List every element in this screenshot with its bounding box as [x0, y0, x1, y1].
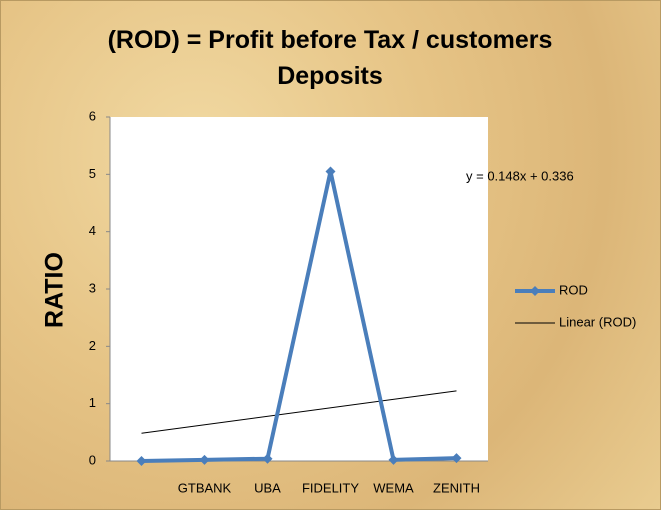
x-tick-label: UBA [254, 480, 281, 495]
trendline-label: y = 0.148x + 0.336 [466, 168, 574, 183]
y-tick-label: 1 [89, 395, 96, 410]
data-point [388, 454, 399, 465]
chart-title: (ROD) = Profit before Tax / customers De… [107, 26, 553, 90]
y-tick-label: 4 [89, 223, 96, 238]
series-line [141, 171, 457, 463]
legend-label: ROD [559, 282, 588, 297]
plot-area [110, 117, 488, 461]
x-tick-label: FIDELITY [302, 480, 359, 495]
legend-marker [530, 286, 540, 296]
data-point [136, 456, 147, 466]
x-tick-label: GTBANK [178, 480, 232, 495]
y-tick-label: 2 [89, 338, 96, 353]
y-tick-label: 3 [89, 280, 96, 295]
trendline [141, 390, 457, 434]
x-tick-label: ZENITH [433, 480, 480, 495]
y-tick-label: 6 [89, 108, 96, 123]
legend-label: Linear (ROD) [559, 314, 636, 329]
y-tick-label: 0 [89, 452, 96, 467]
data-point [262, 453, 273, 464]
data-point [325, 166, 336, 177]
x-tick-label: WEMA [373, 480, 414, 495]
y-axis-label: RATIO [41, 252, 69, 328]
data-point [199, 454, 210, 465]
data-point [451, 453, 462, 464]
y-tick-label: 5 [89, 166, 96, 181]
